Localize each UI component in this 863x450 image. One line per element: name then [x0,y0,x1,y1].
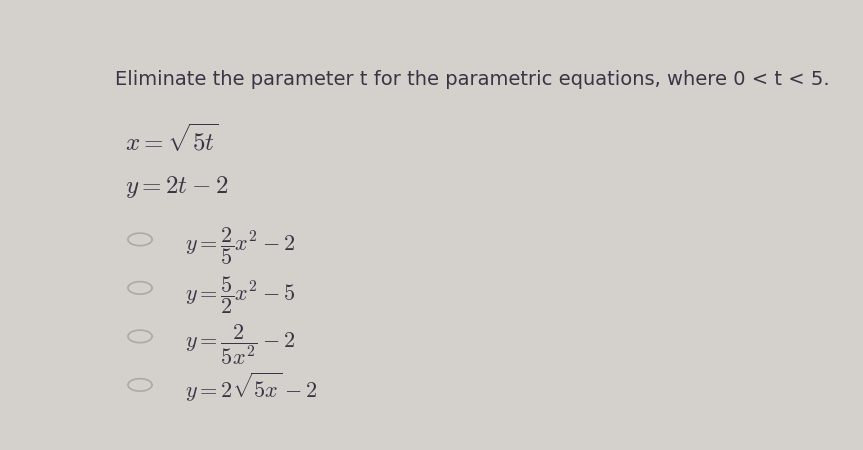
Polygon shape [128,330,152,342]
Text: $y = \dfrac{5}{2}x^2 - 5$: $y = \dfrac{5}{2}x^2 - 5$ [185,274,295,316]
Text: $y = 2t - 2$: $y = 2t - 2$ [124,174,228,199]
Text: $y = \dfrac{2}{5x^2} - 2$: $y = \dfrac{2}{5x^2} - 2$ [185,323,295,368]
Text: $y = \dfrac{2}{5}x^2 - 2$: $y = \dfrac{2}{5}x^2 - 2$ [185,225,295,267]
Text: $x = \sqrt{5t}$: $x = \sqrt{5t}$ [124,123,218,156]
Polygon shape [128,282,152,294]
Polygon shape [128,233,152,246]
Text: Eliminate the parameter t for the parametric equations, where 0 < t < 5.: Eliminate the parameter t for the parame… [115,70,829,89]
Text: $y = 2\sqrt{5x} - 2$: $y = 2\sqrt{5x} - 2$ [185,371,318,405]
Polygon shape [128,378,152,391]
